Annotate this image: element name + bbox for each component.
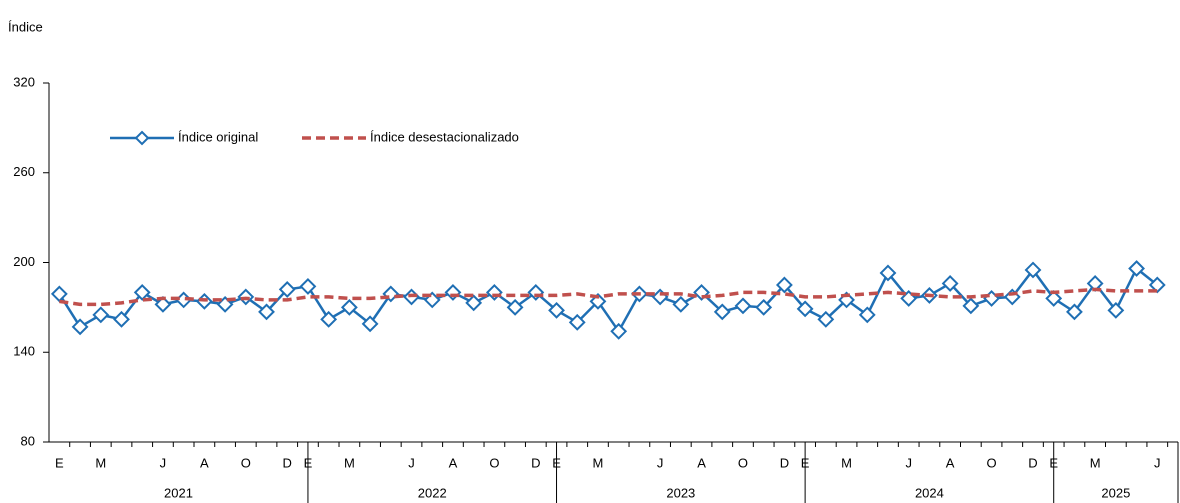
data-point [693, 284, 710, 301]
data-point [1066, 303, 1083, 321]
data-point [610, 322, 628, 340]
data-point [320, 310, 338, 328]
data-point [133, 284, 151, 301]
data-point [713, 303, 731, 321]
x-tick-label: J [657, 455, 664, 470]
year-label: 2024 [915, 485, 944, 500]
data-point [382, 285, 400, 303]
data-point [775, 276, 793, 294]
y-axis-title: Índice [8, 19, 43, 34]
data-point [444, 284, 462, 301]
x-tick-label: D [1028, 455, 1037, 470]
year-label: 2023 [666, 485, 695, 500]
data-point [1045, 289, 1063, 307]
year-label: 2021 [164, 485, 193, 500]
x-tick-label: D [531, 455, 540, 470]
data-point [817, 310, 835, 328]
x-tick-label: M [841, 455, 852, 470]
data-point [672, 295, 690, 313]
data-point [755, 298, 773, 316]
y-tick-label: 80 [21, 433, 35, 448]
x-tick-label: D [283, 455, 292, 470]
data-point [734, 297, 752, 315]
data-point [50, 285, 68, 303]
x-tick-label: O [241, 455, 251, 470]
data-point [506, 298, 524, 316]
x-tick-label: O [986, 455, 996, 470]
data-point [1024, 261, 1042, 279]
x-tick-label: D [780, 455, 789, 470]
x-tick-label: A [200, 455, 209, 470]
x-tick-label: M [95, 455, 106, 470]
data-point [361, 315, 379, 333]
data-point [1148, 276, 1166, 294]
data-point [485, 284, 503, 301]
data-point [340, 298, 358, 316]
data-point [527, 284, 545, 301]
data-point [1128, 260, 1145, 277]
x-tick-label: M [1090, 455, 1101, 470]
x-tick-label: J [905, 455, 912, 470]
data-point [71, 318, 89, 336]
series-line [59, 287, 1158, 307]
x-tick-label: A [449, 455, 458, 470]
data-point [962, 297, 980, 315]
legend-marker [134, 130, 150, 146]
legend-label: Índice desestacionalizado [370, 129, 519, 144]
data-point [568, 313, 586, 331]
x-tick-label: O [489, 455, 499, 470]
year-label: 2025 [1101, 485, 1130, 500]
y-tick-label: 320 [13, 74, 35, 89]
data-point [879, 264, 897, 282]
data-point [1107, 301, 1125, 319]
data-point [858, 306, 876, 324]
x-tick-label: A [946, 455, 955, 470]
x-tick-label: J [160, 455, 167, 470]
x-tick-label: E [55, 455, 64, 470]
data-point [113, 310, 130, 328]
data-point [941, 275, 959, 292]
data-point [651, 288, 669, 306]
y-tick-label: 140 [13, 344, 35, 359]
x-tick-label: M [593, 455, 604, 470]
year-label: 2022 [418, 485, 447, 500]
x-tick-label: M [344, 455, 355, 470]
y-tick-label: 200 [13, 254, 35, 269]
data-point [796, 300, 814, 318]
x-tick-label: O [738, 455, 748, 470]
data-point [92, 306, 110, 324]
data-point [548, 301, 565, 319]
data-point [154, 295, 172, 313]
data-point [299, 278, 317, 295]
y-tick-label: 260 [13, 164, 35, 179]
data-point [258, 303, 275, 321]
data-point [278, 281, 296, 298]
legend-label: Índice original [178, 129, 258, 144]
x-tick-label: J [408, 455, 415, 470]
x-tick-label: J [1154, 455, 1161, 470]
x-tick-label: A [697, 455, 706, 470]
data-point [465, 294, 483, 312]
